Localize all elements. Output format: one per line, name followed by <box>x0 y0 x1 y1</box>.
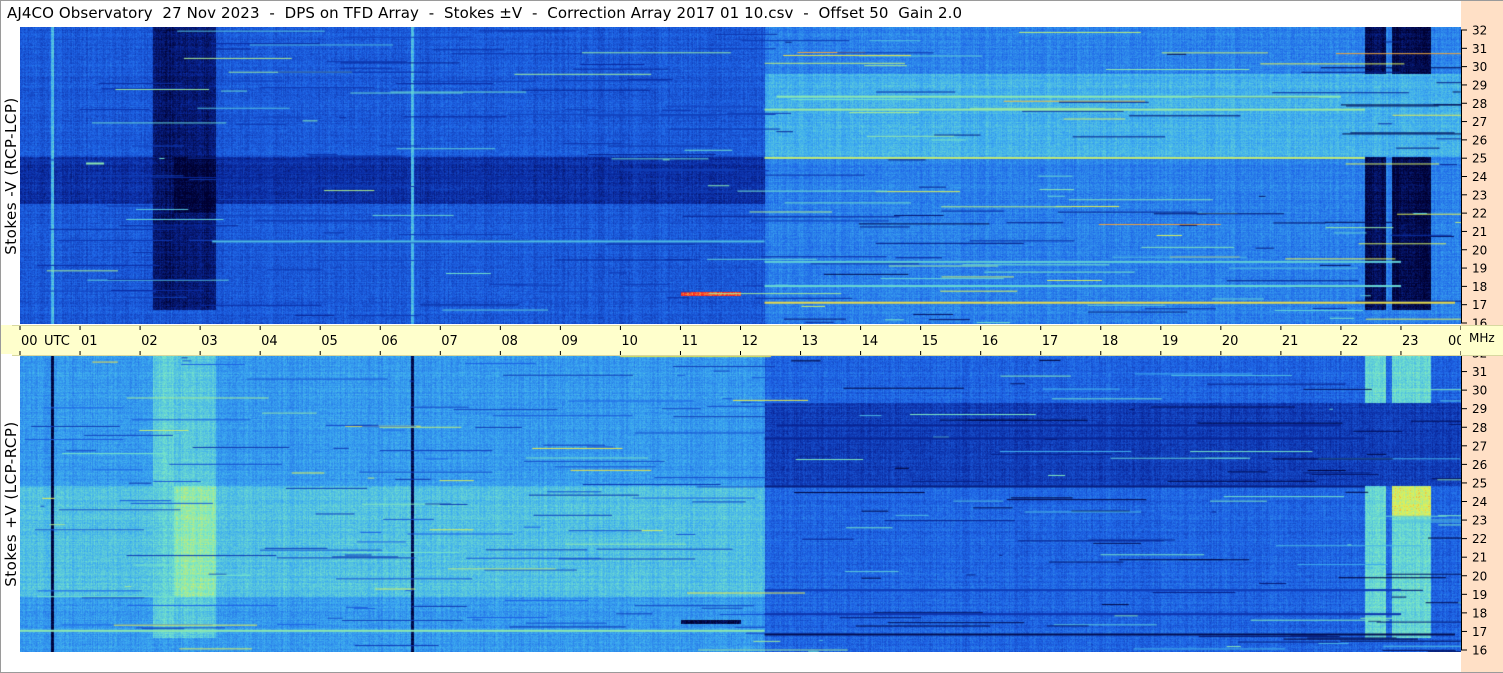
frequency-tick-label: 20 <box>1472 243 1487 257</box>
frequency-tick-label: 18 <box>1472 280 1487 294</box>
utc-tick-label: 22 <box>1342 334 1359 349</box>
frequency-tick-label: 28 <box>1472 97 1487 111</box>
utc-tick-label: 08 <box>501 334 518 349</box>
frequency-tick-label: 26 <box>1472 133 1487 147</box>
frequency-tick-label: 27 <box>1472 115 1487 129</box>
frequency-tick-label: 22 <box>1472 532 1487 546</box>
time-axis-left-cap <box>0 325 12 354</box>
frequency-tick-label: 22 <box>1472 207 1487 221</box>
utc-time-axis: 00 UTC 01 02 03 04 05 06 07 08 09 10 11 12 13 14 15 16 17 1… <box>12 325 1464 356</box>
frequency-tick-label: 31 <box>1472 42 1487 56</box>
frequency-tick-label: 19 <box>1472 262 1487 276</box>
stokes-plus-v-spectrogram <box>20 356 1461 652</box>
utc-unit-label: UTC <box>44 334 70 349</box>
frequency-tick-label: 30 <box>1472 60 1487 74</box>
utc-tick-label: 12 <box>742 334 759 349</box>
frequency-tick-label: 32 <box>1472 24 1487 38</box>
utc-tick-label: 09 <box>561 334 578 349</box>
frequency-tick-label: 19 <box>1472 588 1487 602</box>
utc-tick-label: 15 <box>922 334 939 349</box>
frequency-tick-label: 26 <box>1472 458 1487 472</box>
frequency-tick-label: 25 <box>1472 152 1487 166</box>
stokes-minus-v-spectrogram <box>20 27 1461 324</box>
utc-tick-label: 01 <box>81 334 98 349</box>
utc-tick-label: 17 <box>1042 334 1059 349</box>
bottom-panel-ylabel-text: Stokes +V (LCP-RCP) <box>2 421 20 587</box>
stokes-minus-v-heatmap-canvas <box>20 27 1461 324</box>
utc-tick-label: 18 <box>1102 334 1119 349</box>
frequency-tick-label: 29 <box>1472 78 1487 92</box>
top-panel-ylabel-text: Stokes -V (RCP-LCP) <box>2 96 20 255</box>
utc-tick-label: 13 <box>802 334 819 349</box>
utc-tick-label: 02 <box>141 334 158 349</box>
stokes-plus-v-heatmap-canvas <box>20 356 1461 652</box>
utc-tick-label: 11 <box>681 334 698 349</box>
utc-tick-label: 10 <box>621 334 638 349</box>
frequency-tick-label: 28 <box>1472 421 1487 435</box>
utc-tick-label: 16 <box>982 334 999 349</box>
frequency-tick-label: 17 <box>1472 298 1487 312</box>
frequency-tick-label: 30 <box>1472 384 1487 398</box>
frequency-tick-label: 31 <box>1472 365 1487 379</box>
frequency-tick-label: 24 <box>1472 170 1487 184</box>
frequency-tick-label: 27 <box>1472 439 1487 453</box>
utc-time-axis-svg: 00 UTC 01 02 03 04 05 06 07 08 09 10 11 12 13 14 15 16 17 1… <box>19 326 1464 355</box>
frequency-tick-label: 18 <box>1472 606 1487 620</box>
utc-tick-label: 07 <box>441 334 458 349</box>
mhz-unit-cell: MHz <box>1461 325 1503 356</box>
utc-tick-label: 21 <box>1282 334 1299 349</box>
frequency-tick-label: 23 <box>1472 188 1487 202</box>
utc-tick-label: 05 <box>321 334 338 349</box>
utc-tick-label: 06 <box>381 334 398 349</box>
chart-title: AJ4CO Observatory 27 Nov 2023 - DPS on T… <box>7 4 963 22</box>
utc-tick-label: 20 <box>1222 334 1239 349</box>
frequency-tick-label: 16 <box>1472 644 1487 658</box>
utc-tick-label: 00 <box>21 334 38 349</box>
frequency-tick-label: 25 <box>1472 476 1487 490</box>
utc-tick-label: 03 <box>201 334 218 349</box>
top-frequency-axis: 32 31 30 29 28 27 26 25 24 23 22 21 20 19 18 17 16 <box>1461 0 1503 331</box>
utc-tick-label: 19 <box>1162 334 1179 349</box>
frequency-tick-label: 21 <box>1472 551 1487 565</box>
frequency-tick-label: 24 <box>1472 495 1487 509</box>
utc-tick-label: 00 <box>1448 334 1464 349</box>
mhz-unit-text: MHz <box>1469 331 1495 345</box>
frequency-tick-label: 23 <box>1472 514 1487 528</box>
utc-tick-label: 04 <box>261 334 278 349</box>
frequency-tick-label: 20 <box>1472 569 1487 583</box>
frequency-tick-label: 29 <box>1472 402 1487 416</box>
utc-tick-label: 14 <box>862 334 879 349</box>
frequency-tick-label: 17 <box>1472 625 1487 639</box>
utc-tick-label: 23 <box>1402 334 1419 349</box>
frequency-tick-label: 21 <box>1472 225 1487 239</box>
